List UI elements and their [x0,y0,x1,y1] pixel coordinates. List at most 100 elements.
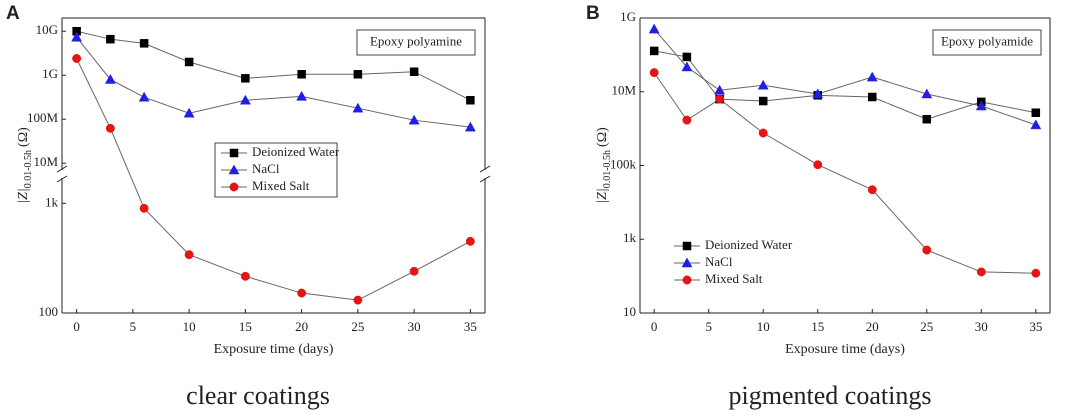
marker [757,79,769,90]
y-axis-label-main: |Z| [16,188,31,203]
x-tick-label: 20 [295,319,308,334]
x-tick-label: 5 [705,319,712,334]
marker [682,115,692,125]
axis-break [479,165,491,173]
legend-label: NaCl [252,161,280,176]
annotation-box [932,29,1042,56]
marker [409,67,419,76]
marker [681,257,693,268]
marker [682,52,692,62]
marker [758,96,768,106]
marker [758,128,768,138]
y-axis-label: |Z|0.01-0.5h (Ω) [16,127,34,204]
panel: 0 5 10 15 20 25 30 35 10 1k 100k 10M 1G Exposure time… [586,3,1051,410]
legend-label: Deionized Water [705,237,793,252]
x-tick-label: 0 [651,319,658,334]
y-tick-label: 10M [611,83,636,98]
marker [922,245,932,255]
y-axis-label-sub: 0.01-0.5h [602,150,613,188]
y-axis-label-sub: 0.01-0.5h [23,150,34,188]
y-tick-label: 1G [42,66,58,81]
marker [714,84,726,95]
marker [241,74,250,83]
marker [229,148,239,158]
marker [976,267,986,277]
y-tick-label: 10G [36,22,58,37]
legend-label: Mixed Salt [705,271,763,286]
y-axis-label-unit: (Ω) [16,127,31,147]
marker [648,23,660,34]
y-tick-label: 1G [620,9,636,24]
marker [682,275,692,285]
marker [138,91,150,102]
x-tick-label: 15 [239,319,252,334]
marker [106,34,115,44]
marker [681,61,693,72]
marker [229,182,239,192]
legend-label: NaCl [705,254,733,269]
marker [105,123,115,133]
marker [922,114,932,124]
marker [72,54,82,63]
annotation: Epoxy polyamide [941,33,1033,48]
marker [409,266,419,276]
marker [649,46,659,56]
marker [868,92,877,102]
x-axis-label: Exposure time (days) [214,342,334,357]
x-tick-label: 10 [183,319,196,334]
axis-break [479,175,491,183]
marker [297,70,306,79]
x-tick-label: 20 [866,319,879,334]
x-tick-label: 30 [408,319,421,334]
marker [1030,119,1042,130]
marker [466,95,475,105]
marker [228,164,240,175]
marker [1031,108,1041,117]
marker [353,295,363,305]
y-tick-label: 100k [610,156,637,171]
marker [296,90,308,101]
x-tick-label: 0 [73,319,80,334]
y-axis-label: |Z|0.01-0.5h (Ω) [595,127,613,204]
x-axis-label: Exposure time (days) [785,342,905,357]
marker [139,203,149,213]
y-axis-label-main: |Z| [595,188,610,203]
marker [975,100,987,111]
caption: pigmented coatings [729,381,932,410]
x-tick-label: 35 [1029,319,1042,334]
marker [139,39,149,48]
marker [812,88,824,99]
x-tick-label: 35 [464,319,477,334]
axis-break [56,165,68,173]
marker [184,57,194,67]
panel-letter: B [586,3,600,24]
marker [1031,268,1041,278]
y-tick-label: 100M [27,110,59,125]
x-tick-label: 25 [351,319,364,334]
marker [297,288,307,298]
marker [921,88,933,99]
x-tick-label: 30 [975,319,988,334]
y-tick-label: 10 [623,304,636,319]
marker [183,107,195,118]
y-tick-label: 1k [623,230,637,245]
annotation-box [356,29,476,56]
caption: clear coatings [186,381,330,410]
marker [867,185,877,195]
marker [352,102,364,113]
marker [104,73,116,84]
annotation: Epoxy polyamine [370,33,462,48]
marker [184,250,194,260]
marker [465,236,475,246]
panel: 0 5 10 15 20 25 30 35 100 1k 10M 100M 1G 10G Exposure … [6,3,491,410]
y-tick-label: 1k [45,194,59,209]
marker [71,31,83,42]
marker [464,121,476,132]
marker [813,160,823,170]
axis-break [56,175,68,183]
marker [649,68,659,78]
x-tick-label: 25 [920,319,933,334]
marker [408,114,420,125]
x-tick-label: 10 [757,319,770,334]
